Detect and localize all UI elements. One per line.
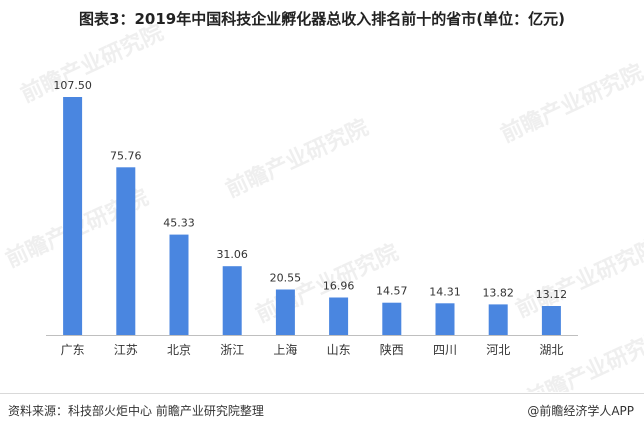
value-label-2: 45.33 xyxy=(163,217,195,230)
category-label-7: 四川 xyxy=(433,343,457,357)
bar-8 xyxy=(488,304,508,335)
value-label-0: 107.50 xyxy=(53,79,92,92)
bar-6 xyxy=(382,302,402,335)
source-note: 资料来源：科技部火炬中心 前瞻产业研究院整理 xyxy=(8,404,264,418)
value-label-4: 20.55 xyxy=(270,272,302,285)
value-label-3: 31.06 xyxy=(216,248,248,261)
watermark-text: 前瞻产业研究院 xyxy=(522,324,644,392)
category-label-2: 北京 xyxy=(167,343,191,357)
chart-title: 图表3：2019年中国科技企业孵化器总收入排名前十的省市(单位：亿元) xyxy=(79,10,565,28)
watermark-text: 前瞻产业研究院 xyxy=(222,114,373,203)
category-label-9: 湖北 xyxy=(539,342,563,357)
bars-group xyxy=(63,97,561,335)
watermark-text: 前瞻产业研究院 xyxy=(512,234,644,323)
category-label-1: 江苏 xyxy=(114,343,138,357)
bar-3 xyxy=(222,266,242,335)
bar-1 xyxy=(116,167,136,335)
footer-divider xyxy=(0,393,644,394)
value-label-6: 14.57 xyxy=(376,285,408,298)
labels-group: 107.50 广东 75.76 江苏 45.33 北京 31.06 浙江 20.55 上海 16.9… xyxy=(53,79,567,357)
category-label-8: 河北 xyxy=(486,343,510,357)
value-label-7: 14.31 xyxy=(429,285,461,298)
watermark-layer: 前瞻产业研究院 前瞻产业研究院前瞻产业研究院前瞻产业研究院前瞻产业研究院前瞻产业研… xyxy=(2,19,644,392)
watermark-text: 前瞻产业研究院 xyxy=(497,59,644,148)
category-label-3: 浙江 xyxy=(220,343,244,357)
category-label-0: 广东 xyxy=(61,343,85,357)
watermark-text: 前瞻产业研究院 xyxy=(17,19,168,108)
bar-chart: 前瞻产业研究院 前瞻产业研究院前瞻产业研究院前瞻产业研究院前瞻产业研究院前瞻产业研… xyxy=(2,19,644,392)
brand-note: @前瞻经济学人APP xyxy=(527,404,634,418)
category-label-4: 上海 xyxy=(273,342,297,357)
value-label-5: 16.96 xyxy=(323,280,355,293)
category-label-6: 陕西 xyxy=(380,342,404,357)
bar-0 xyxy=(63,97,83,335)
bar-9 xyxy=(541,306,561,335)
value-label-9: 13.12 xyxy=(536,288,568,301)
value-label-8: 13.82 xyxy=(482,286,514,299)
bar-7 xyxy=(435,303,455,335)
bar-4 xyxy=(275,289,295,335)
bar-2 xyxy=(169,234,189,335)
category-label-5: 山东 xyxy=(327,343,351,357)
bar-5 xyxy=(329,297,349,335)
value-label-1: 75.76 xyxy=(110,149,142,162)
